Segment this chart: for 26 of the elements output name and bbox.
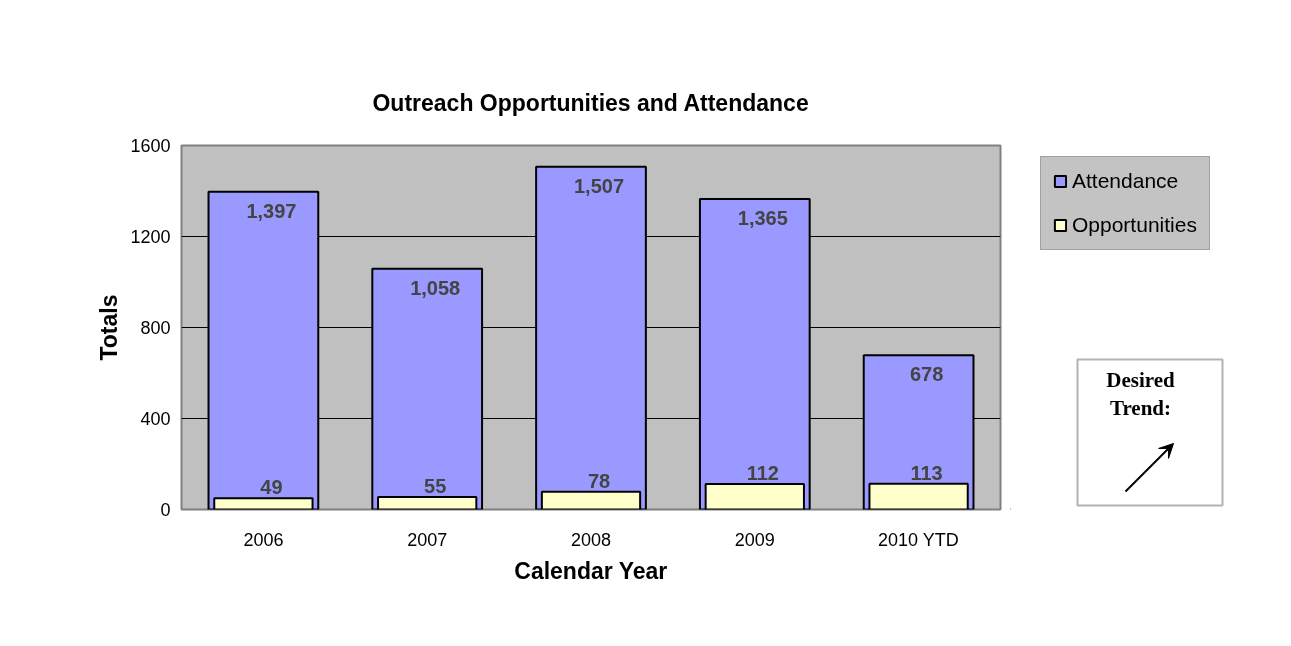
data-label: 1,507 (573, 174, 625, 197)
y-tick-label: 0 (160, 500, 171, 520)
y-tick-label: 1200 (130, 227, 171, 247)
y-tick-label: 1600 (130, 136, 171, 156)
legend-label: Attendance (1072, 169, 1179, 193)
data-label: 49 (260, 476, 283, 499)
data-label: 1,365 (737, 206, 788, 229)
data-label: 55 (424, 474, 447, 497)
x-tick-label: 2010 YTD (878, 529, 959, 550)
x-tick-label: 2007 (407, 529, 448, 550)
data-label: 112 (746, 462, 779, 485)
y-tick-label: 800 (140, 318, 171, 338)
x-tick-label: 2006 (243, 529, 284, 550)
x-tick-label: 2008 (570, 529, 612, 550)
y-axis-title: Totals (96, 294, 123, 361)
x-tick-label: 2009 (734, 529, 775, 550)
legend-label: Opportunities (1072, 213, 1197, 237)
chart-title: Outreach Opportunities and Attendance (372, 89, 809, 116)
data-label: 78 (587, 469, 611, 492)
data-label: 113 (910, 461, 943, 484)
data-label: 678 (909, 363, 944, 386)
data-label: 1,058 (410, 276, 461, 299)
x-axis-title: Calendar Year (514, 557, 668, 584)
y-tick-label: 400 (140, 409, 171, 429)
text: Desired Trend: (1106, 367, 1176, 421)
data-label: 1,397 (246, 199, 297, 222)
